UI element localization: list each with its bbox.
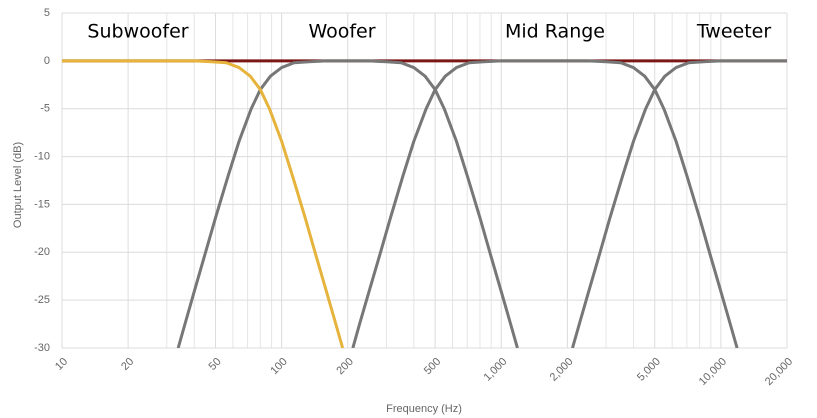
x-tick-label: 50	[207, 356, 224, 373]
annotation: Woofer	[308, 21, 375, 43]
series-line	[62, 59, 345, 348]
y-tick-label: -15	[34, 198, 50, 210]
x-tick-label: 100	[268, 356, 289, 377]
x-tick-label: 1,000	[481, 356, 509, 384]
series-line	[571, 59, 787, 348]
y-tick-label: -30	[34, 342, 50, 354]
annotation: Mid Range	[505, 21, 605, 43]
annotation: Subwoofer	[87, 21, 188, 43]
x-tick-label: 10,000	[697, 356, 729, 388]
y-axis-label: Output Level (dB)	[12, 142, 24, 228]
y-tick-label: 5	[44, 7, 50, 19]
x-tick-label: 20,000	[763, 356, 795, 388]
x-axis-label: Frequency (Hz)	[386, 403, 462, 415]
y-tick-label: 0	[44, 55, 50, 67]
y-tick-label: -5	[40, 103, 50, 115]
y-tick-label: -20	[34, 246, 50, 258]
x-tick-label: 200	[334, 356, 355, 377]
y-tick-label: -10	[34, 150, 50, 162]
y-tick-label: -25	[34, 294, 50, 306]
x-tick-label: 10	[53, 356, 70, 373]
x-tick-label: 5,000	[635, 356, 663, 384]
annotation: Tweeter	[696, 21, 772, 43]
series-line	[351, 59, 739, 348]
x-tick-label: 20	[119, 356, 136, 373]
series-line	[176, 59, 519, 348]
x-tick-label: 500	[422, 356, 443, 377]
x-tick-label: 2,000	[548, 356, 576, 384]
